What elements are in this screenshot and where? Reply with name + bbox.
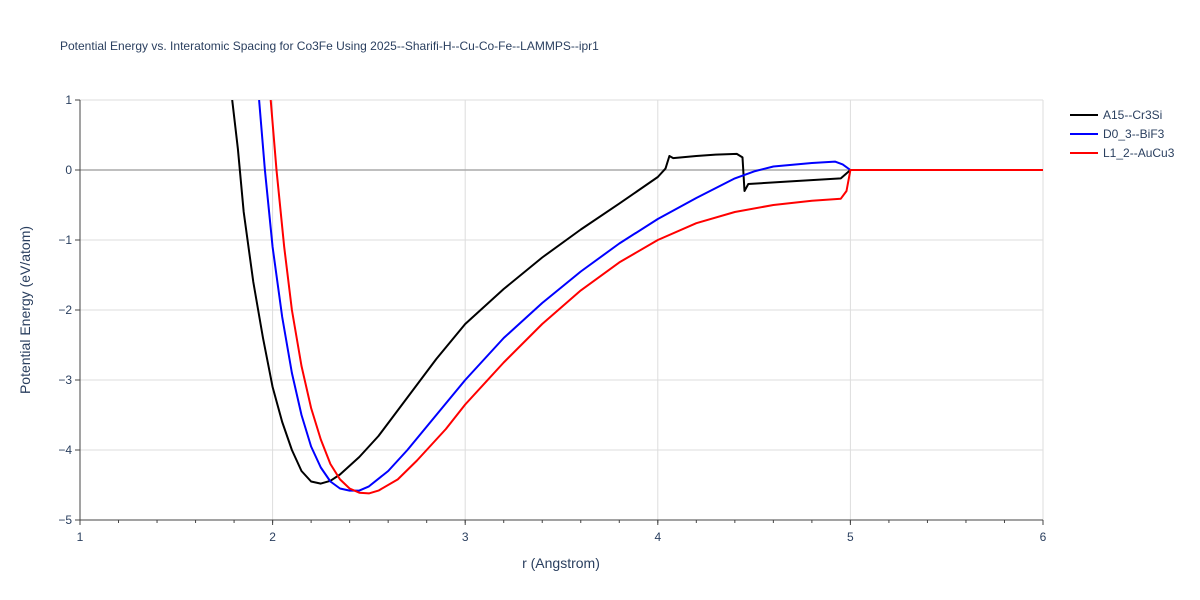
x-tick-label: 4	[654, 530, 661, 544]
legend-label-2: L1_2--AuCu3	[1103, 146, 1175, 160]
tick-labels: 1 2 3 4 5 6 −5 −4 −3 −2 −1 0 1	[58, 93, 1046, 544]
y-tick-label: −2	[58, 303, 72, 317]
legend: A15--Cr3Si D0_3--BiF3 L1_2--AuCu3	[1070, 108, 1175, 160]
x-axis-title: r (Angstrom)	[522, 555, 600, 571]
y-tick-label: −1	[58, 233, 72, 247]
y-tick-label: 0	[65, 163, 72, 177]
chart-title: Potential Energy vs. Interatomic Spacing…	[60, 39, 599, 53]
series-lines	[231, 100, 1043, 495]
legend-label-1: D0_3--BiF3	[1103, 127, 1165, 141]
y-tick-label: −3	[58, 373, 72, 387]
axes	[75, 99, 1044, 525]
y-tick-label: −4	[58, 443, 72, 457]
x-tick-label: 3	[462, 530, 469, 544]
grid	[79, 99, 1044, 521]
x-tick-label: 5	[847, 530, 854, 544]
legend-label-0: A15--Cr3Si	[1103, 108, 1162, 122]
x-tick-label: 6	[1040, 530, 1047, 544]
y-axis-title: Potential Energy (eV/atom)	[17, 226, 33, 394]
series-line-1	[258, 100, 1043, 492]
series-line-0	[231, 100, 1043, 485]
y-tick-label: 1	[65, 93, 72, 107]
series-line-2	[269, 100, 1043, 495]
x-tick-label: 2	[269, 530, 276, 544]
x-tick-label: 1	[77, 530, 84, 544]
y-tick-label: −5	[58, 513, 72, 527]
